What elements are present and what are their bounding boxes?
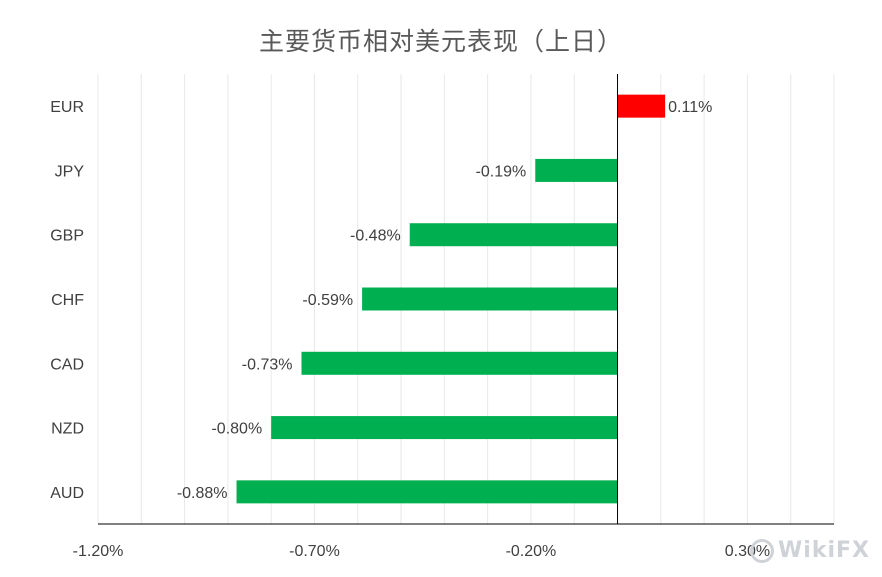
- bars: [236, 94, 666, 504]
- bar-aud: [236, 480, 618, 504]
- category-label: AUD: [50, 485, 84, 502]
- value-label: -0.88%: [177, 485, 228, 502]
- watermark-logo: WikiFX: [750, 538, 870, 563]
- bar-nzd: [271, 416, 618, 440]
- wikifx-logo-icon: [750, 539, 775, 563]
- category-label: EUR: [50, 99, 84, 116]
- category-label: CHF: [51, 292, 84, 309]
- x-tick-label: -1.20%: [73, 543, 124, 560]
- bar-jpy: [535, 158, 618, 182]
- bar-cad: [301, 351, 618, 375]
- bar-eur: [617, 94, 666, 118]
- category-label: NZD: [51, 421, 84, 438]
- value-label: -0.48%: [350, 228, 401, 245]
- category-label: JPY: [55, 163, 85, 180]
- value-label: 0.11%: [668, 99, 712, 116]
- axes: -1.20% -0.70% -0.20% 0.30%: [73, 74, 834, 560]
- bar-gbp: [409, 223, 618, 247]
- labels: EUR 0.11% JPY -0.19% GBP -0.48% CHF -0.59% CAD -0…: [50, 99, 712, 502]
- watermark-text: WikiFX: [778, 538, 870, 563]
- x-tick-label: -0.20%: [506, 543, 557, 560]
- category-label: CAD: [50, 356, 84, 373]
- value-label: -0.59%: [302, 292, 353, 309]
- value-label: -0.73%: [242, 356, 293, 373]
- value-label: -0.19%: [476, 163, 527, 180]
- chart-title: 主要货币相对美元表现（上日）: [258, 27, 623, 56]
- bar-chf: [362, 287, 618, 311]
- value-label: -0.80%: [211, 421, 262, 438]
- category-label: GBP: [50, 228, 84, 245]
- x-tick-label: -0.70%: [289, 543, 340, 560]
